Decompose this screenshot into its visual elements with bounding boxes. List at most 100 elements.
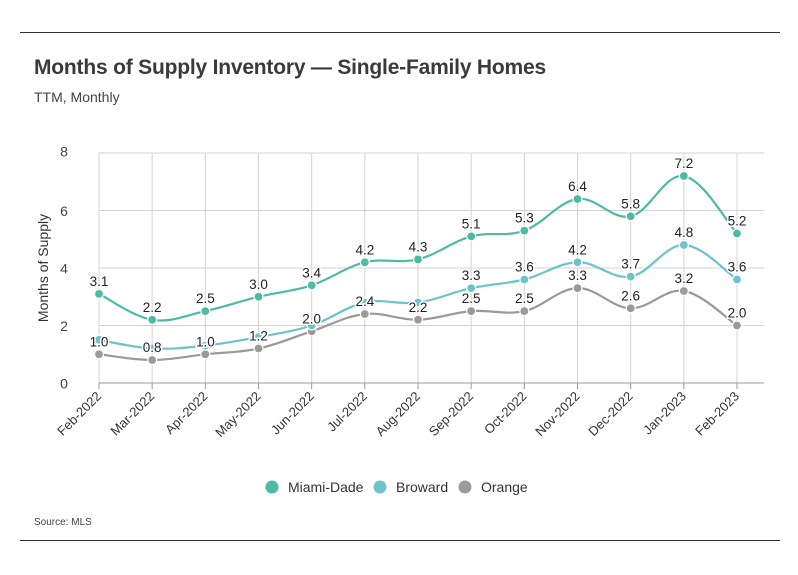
x-tick-label: Apr-2022 <box>162 389 210 437</box>
data-point-orange <box>412 314 424 325</box>
series-layer <box>93 170 743 366</box>
data-point-miami-dade <box>519 225 530 236</box>
data-label-orange: 3.3 <box>568 268 587 283</box>
x-tick-label: Nov-2022 <box>532 389 582 439</box>
data-point-broward <box>466 283 477 294</box>
legend-label-orange: Orange <box>481 479 528 495</box>
data-label-broward: 3.3 <box>462 268 481 283</box>
data-label-orange: 1.2 <box>249 329 268 344</box>
data-point-orange <box>253 343 264 354</box>
x-tick-label: Sep-2022 <box>426 389 476 439</box>
data-point-orange <box>466 306 477 317</box>
data-label-miami-dade: 5.1 <box>462 216 481 231</box>
data-label-orange: 2.5 <box>515 291 534 306</box>
x-tick-label: Feb-2022 <box>54 389 104 439</box>
data-label-miami-dade: 7.2 <box>674 156 693 171</box>
x-tick-label: Oct-2022 <box>481 389 529 437</box>
data-point-miami-dade <box>93 288 105 299</box>
y-tick-label: 6 <box>60 203 68 219</box>
legend-marker-miami-dade <box>265 480 279 494</box>
data-label-orange: 2.4 <box>355 294 374 309</box>
data-point-miami-dade <box>625 211 636 222</box>
chart-subtitle: TTM, Monthly <box>34 89 120 105</box>
data-label-broward: 3.6 <box>515 260 534 275</box>
chart-title: Months of Supply Inventory — Single-Fami… <box>34 56 546 79</box>
data-point-broward <box>625 271 636 282</box>
data-label-miami-dade: 5.8 <box>621 196 640 211</box>
data-label-orange: 2.6 <box>621 288 640 303</box>
data-point-broward <box>731 274 743 285</box>
x-tick-label: Mar-2022 <box>107 389 157 439</box>
data-point-broward <box>519 274 530 285</box>
data-point-miami-dade <box>200 306 211 317</box>
data-label-orange: 2.0 <box>302 311 321 326</box>
grid-layer <box>98 152 764 383</box>
data-point-broward <box>93 334 105 345</box>
x-tick-label: Dec-2022 <box>585 389 635 439</box>
data-label-orange: 2.0 <box>728 306 747 321</box>
x-tick-label: Jun-2022 <box>268 389 317 438</box>
data-point-miami-dade <box>466 231 477 242</box>
data-point-orange <box>625 303 636 314</box>
axis-layer: 0 2 4 6 8 Feb-2022 Mar-2022 Apr-2022 May-2022 Jun… <box>35 144 764 440</box>
legend: Miami-Dade Broward Orange <box>265 479 528 495</box>
data-label-broward: 3.7 <box>621 257 640 272</box>
y-tick-label: 4 <box>60 261 68 277</box>
data-point-broward <box>359 297 370 308</box>
data-label-orange: 2.2 <box>409 300 428 315</box>
data-label-miami-dade: 5.3 <box>515 211 534 226</box>
data-label-miami-dade: 2.5 <box>196 291 215 306</box>
data-point-orange <box>678 285 689 297</box>
x-tick-label: Jan-2023 <box>640 389 689 438</box>
data-label-orange: 1.0 <box>196 334 215 349</box>
data-point-miami-dade <box>731 228 743 239</box>
legend-label-broward: Broward <box>396 479 448 495</box>
data-point-orange <box>572 283 583 294</box>
data-point-broward <box>253 331 264 343</box>
data-label-broward: 3.6 <box>728 260 747 275</box>
data-point-broward <box>200 340 211 351</box>
data-point-broward <box>678 239 689 251</box>
legend-marker-broward <box>373 480 387 494</box>
data-label-miami-dade: 3.0 <box>249 277 268 292</box>
data-point-miami-dade <box>147 314 158 325</box>
y-tick-label: 2 <box>60 318 68 334</box>
data-label-miami-dade: 3.4 <box>302 265 321 280</box>
y-tick-label: 0 <box>60 376 68 392</box>
data-point-orange <box>519 306 530 317</box>
data-point-broward <box>412 297 424 308</box>
data-point-broward <box>147 343 158 354</box>
data-point-miami-dade <box>306 280 317 291</box>
data-point-orange <box>93 349 105 360</box>
y-axis-title: Months of Supply <box>35 214 51 322</box>
data-label-miami-dade: 6.4 <box>568 179 587 194</box>
data-point-miami-dade <box>359 257 370 268</box>
data-label-miami-dade: 5.2 <box>728 214 747 229</box>
data-label-broward: 4.2 <box>568 242 587 257</box>
data-label-broward: 4.8 <box>674 225 693 240</box>
top-rule <box>20 32 780 33</box>
data-point-orange <box>147 354 158 366</box>
x-tick-label: Aug-2022 <box>373 389 423 439</box>
data-label-miami-dade: 2.2 <box>143 300 162 315</box>
data-label-layer: 3.1 2.2 2.5 3.0 3.4 4.2 4.3 5.1 5.3 6.4 5.8 7.2 5.2 3… <box>88 155 748 357</box>
data-label-orange: 2.5 <box>462 291 481 306</box>
bottom-rule <box>20 540 780 541</box>
data-label-orange: 3.2 <box>674 271 693 286</box>
data-point-orange <box>731 320 743 331</box>
data-point-miami-dade <box>678 170 689 182</box>
data-point-orange <box>359 308 370 320</box>
source-note: Source: MLS <box>34 517 92 528</box>
x-tick-label: May-2022 <box>212 389 263 440</box>
data-label-orange: 1.0 <box>90 334 109 349</box>
x-tick-label: Jul-2022 <box>324 389 370 435</box>
data-label-miami-dade: 3.1 <box>90 274 109 289</box>
data-label-miami-dade: 4.3 <box>409 239 428 254</box>
data-point-miami-dade <box>412 254 424 265</box>
data-point-broward <box>306 320 317 331</box>
data-point-broward <box>572 257 583 268</box>
y-tick-label: 8 <box>60 144 68 160</box>
data-label-miami-dade: 4.2 <box>355 242 374 257</box>
legend-marker-orange <box>458 480 472 494</box>
